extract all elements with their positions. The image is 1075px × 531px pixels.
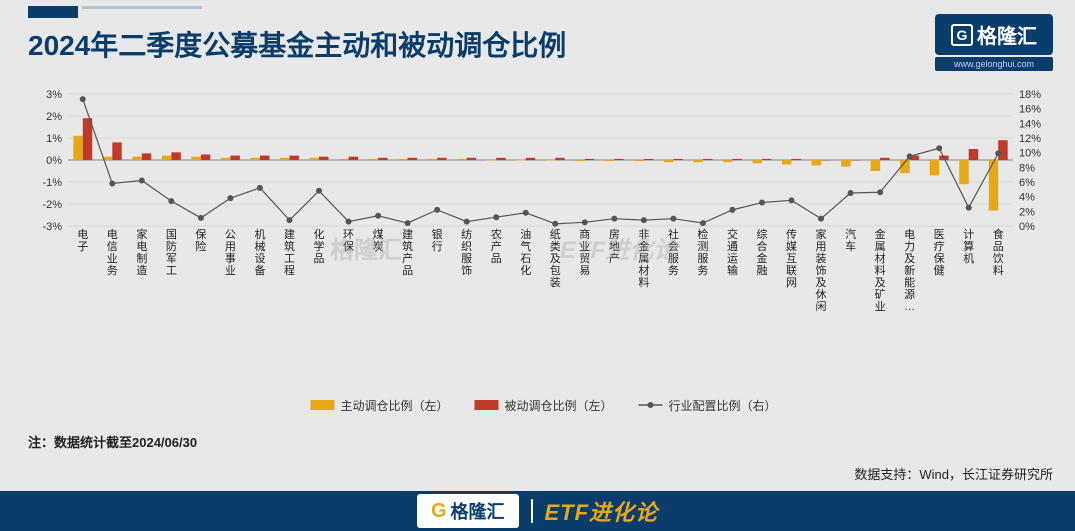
svg-text:建筑产品: 建筑产品 [402, 227, 413, 277]
page-title: 2024年二季度公募基金主动和被动调仓比例 [28, 24, 566, 64]
svg-text:煤炭: 煤炭 [373, 228, 384, 253]
svg-text:电力及新能源…: 电力及新能源… [904, 228, 915, 313]
svg-text:6%: 6% [1019, 177, 1035, 189]
svg-text:-1%: -1% [42, 177, 62, 189]
svg-text:纸类及包装: 纸类及包装 [550, 228, 561, 289]
footer-bar: G格隆汇 ETF进化论 [0, 491, 1075, 531]
svg-text:检测服务: 检测服务 [697, 227, 708, 277]
svg-text:银行: 银行 [432, 227, 443, 253]
svg-text:12%: 12% [1019, 133, 1041, 145]
svg-text:2%: 2% [46, 111, 62, 123]
svg-text:行业配置比例（右）: 行业配置比例（右） [669, 398, 777, 413]
svg-text:0%: 0% [1019, 221, 1035, 233]
svg-text:家电制造: 家电制造 [136, 227, 147, 277]
footer-brand: G格隆汇 [417, 494, 519, 528]
svg-text:0%: 0% [46, 155, 62, 167]
svg-text:农产品: 农产品 [491, 227, 502, 265]
data-source: 数据支持：Wind，长江证券研究所 [854, 464, 1053, 483]
svg-text:医疗保健: 医疗保健 [934, 229, 945, 277]
svg-text:传媒互联网: 传媒互联网 [786, 228, 797, 289]
svg-text:交通运输: 交通运输 [727, 227, 738, 277]
svg-text:环保: 环保 [343, 229, 354, 253]
svg-text:社会服务: 社会服务 [668, 227, 679, 277]
svg-text:汽车: 汽车 [845, 227, 856, 253]
footer-etf: ETF进化论 [545, 495, 659, 527]
chart-container: -3% -2% -1% 0% 1% 2% 3% 0% 2% 4% 6% 8% 10% 12% 14% 16% 1… [28, 84, 1053, 424]
svg-text:非金属材料: 非金属材料 [638, 228, 649, 289]
svg-text:主动调仓比例（左）: 主动调仓比例（左） [341, 398, 449, 413]
svg-text:国防军工: 国防军工 [166, 228, 177, 277]
svg-text:被动调仓比例（左）: 被动调仓比例（左） [505, 398, 613, 413]
footer-divider [531, 499, 533, 523]
svg-text:18%: 18% [1019, 89, 1041, 101]
svg-text:-2%: -2% [42, 199, 62, 211]
svg-text:家用装饰及休闲: 家用装饰及休闲 [816, 227, 827, 313]
svg-text:4%: 4% [1019, 192, 1035, 204]
svg-text:化学品: 化学品 [314, 227, 325, 265]
svg-text:公用事业: 公用事业 [225, 229, 236, 277]
svg-text:油气石化: 油气石化 [520, 227, 531, 277]
dual-axis-chart: -3% -2% -1% 0% 1% 2% 3% 0% 2% 4% 6% 8% 10% 12% 14% 16% 1… [28, 84, 1053, 424]
svg-text:-3%: -3% [42, 221, 62, 233]
svg-text:3%: 3% [46, 89, 62, 101]
svg-text:建筑工程: 建筑工程 [284, 227, 295, 277]
svg-text:计算机: 计算机 [963, 228, 974, 265]
svg-text:8%: 8% [1019, 162, 1035, 174]
svg-text:2%: 2% [1019, 206, 1035, 218]
brand-logo: G格隆汇 www.gelonghui.com [935, 14, 1053, 71]
svg-text:综合金融: 综合金融 [756, 227, 767, 277]
svg-text:食品饮料: 食品饮料 [993, 227, 1004, 277]
svg-text:房地产: 房地产 [609, 228, 620, 265]
footnote: 注：数据统计截至2024/06/30 [28, 432, 197, 451]
svg-text:16%: 16% [1019, 104, 1041, 116]
svg-text:金属材料及矿业: 金属材料及矿业 [875, 227, 886, 313]
svg-text:保险: 保险 [195, 227, 206, 253]
accent-bar [28, 6, 78, 18]
svg-text:电子: 电子 [77, 228, 88, 253]
svg-text:14%: 14% [1019, 118, 1041, 130]
svg-text:电信业务: 电信业务 [107, 228, 118, 277]
svg-text:机械设备: 机械设备 [254, 227, 265, 277]
svg-text:10%: 10% [1019, 148, 1041, 160]
svg-text:1%: 1% [46, 133, 62, 145]
svg-text:商业贸易: 商业贸易 [579, 227, 590, 277]
svg-text:纺织服饰: 纺织服饰 [461, 227, 472, 277]
accent-bar-light [82, 6, 202, 9]
